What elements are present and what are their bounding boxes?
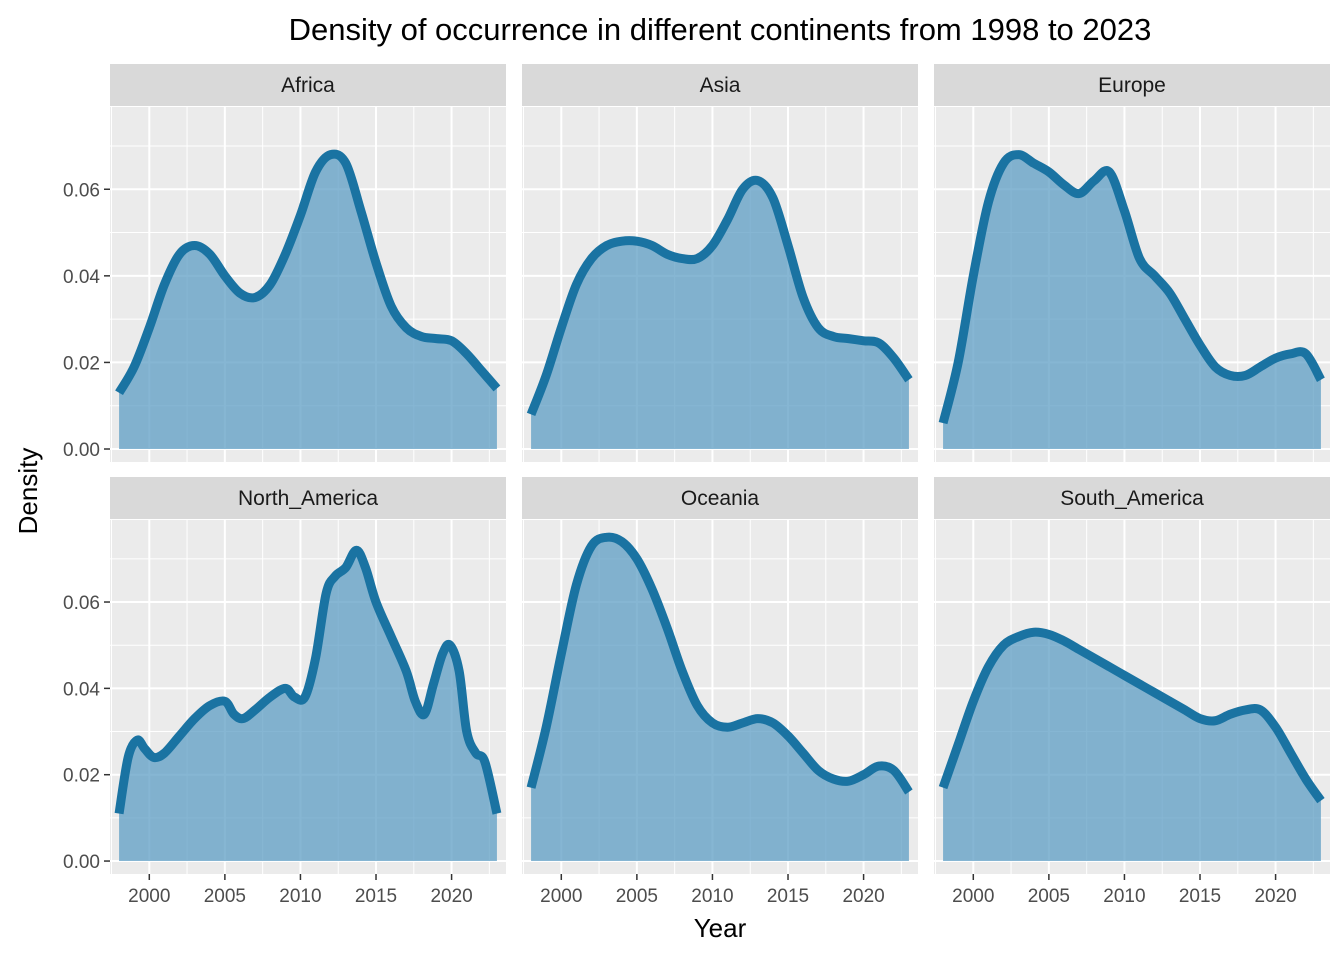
- density-line: [115, 149, 501, 396]
- panel-europe: Europe: [934, 64, 1330, 462]
- x-tick-label: 2000: [540, 886, 582, 907]
- facet-strip-label: North_America: [238, 487, 378, 510]
- density-line: [938, 627, 1325, 804]
- density-line: [114, 545, 502, 815]
- x-tick-label: 2015: [767, 886, 809, 907]
- facet-strip-label: Asia: [700, 74, 741, 97]
- y-tick-label: 0.02: [63, 353, 100, 374]
- panel-south-america: South_America 2000 2005 2010 2015 2020: [934, 477, 1330, 907]
- facet-strip: [110, 64, 506, 106]
- facet-strip-label: Africa: [281, 74, 335, 97]
- y-tick-label: 0.00: [63, 440, 100, 461]
- facet-strip: [934, 477, 1330, 519]
- facet-strip-label: Oceania: [681, 487, 760, 510]
- x-axis-title: Year: [694, 913, 747, 943]
- density-area: [119, 154, 497, 450]
- y-tick-label: 0.00: [63, 852, 100, 873]
- x-tick-label: 2015: [355, 886, 397, 907]
- facet-strip-label: South_America: [1060, 487, 1204, 510]
- panel-asia: Asia: [522, 64, 918, 462]
- y-tick-label: 0.04: [63, 679, 100, 700]
- x-tick-label: 2010: [1103, 886, 1145, 907]
- y-axis-title: Density: [13, 448, 43, 535]
- panel-oceania: Oceania 2000 2005 2010 2015 2020: [522, 477, 918, 907]
- x-tick-label: 2000: [952, 886, 994, 907]
- panel-north-america: North_America 0.00 0.02 0.04 0.06 2000 2005 201…: [63, 477, 506, 907]
- density-area: [943, 632, 1321, 862]
- density-area: [531, 537, 909, 862]
- x-tick-label: 2005: [616, 886, 658, 907]
- panel-africa: Africa 0.00 0.02 0.04 0.06: [63, 64, 506, 462]
- y-tick-label: 0.04: [63, 267, 100, 288]
- density-area: [531, 180, 909, 450]
- x-tick-label: 2005: [204, 886, 246, 907]
- density-line: [526, 175, 913, 417]
- facet-strip: [934, 64, 1330, 106]
- density-area: [119, 550, 497, 862]
- x-tick-label: 2020: [430, 886, 472, 907]
- facet-strip: [522, 64, 918, 106]
- chart-title: Density of occurrence in different conti…: [289, 12, 1152, 47]
- x-tick-label: 2015: [1179, 886, 1221, 907]
- x-tick-label: 2020: [842, 886, 884, 907]
- facet-strip: [110, 477, 506, 519]
- facet-strip-label: Europe: [1098, 74, 1166, 97]
- facet-panels: Africa 0.00 0.02 0.04 0.06 Asia Europe North_Am…: [63, 64, 1330, 907]
- y-tick-label: 0.06: [63, 180, 100, 201]
- x-tick-label: 2010: [691, 886, 733, 907]
- density-line: [938, 150, 1325, 425]
- x-tick-label: 2010: [279, 886, 321, 907]
- y-tick-label: 0.06: [63, 593, 100, 614]
- x-tick-label: 2005: [1028, 886, 1070, 907]
- y-tick-label: 0.02: [63, 766, 100, 787]
- x-tick-label: 2020: [1254, 886, 1296, 907]
- x-tick-label: 2000: [128, 886, 170, 907]
- density-line: [526, 532, 913, 795]
- facet-strip: [522, 477, 918, 519]
